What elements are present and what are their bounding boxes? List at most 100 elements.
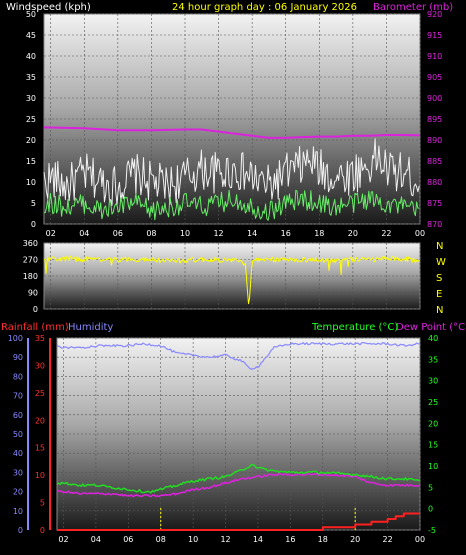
climate-x-tick-18: 18 [318,535,328,544]
barometer-y-tick-915: 915 [427,31,442,40]
climate-x-tick-00: 00 [415,535,425,544]
barometer-y-tick-910: 910 [427,52,442,61]
wind-x-tick-06: 06 [113,229,123,238]
compass-n-0: N [436,241,443,252]
wind-y-tick-5: 5 [31,199,36,208]
wind-panel-axes: 0 5 10 15 20 25 30 35 40 45 50 870 875 880 885 890 895 90… [26,10,442,238]
rainfall-axis-title: Rainfall (mm) [1,322,69,333]
temperature-y-tick-25: 25 [428,398,438,407]
wind-x-tick-12: 12 [213,229,223,238]
wind-y-tick-35: 35 [26,73,36,82]
dewpoint-line [56,472,421,498]
wind-x-tick-08: 08 [146,229,156,238]
climate-x-tick-04: 04 [91,535,101,544]
temperature-line [56,463,421,494]
humidity-line [56,342,420,370]
rain-y-tick-0: 0 [40,526,45,535]
climate-x-tick-08: 08 [156,535,166,544]
climate-x-tick-16: 16 [285,535,295,544]
rain-y-tick-20: 20 [35,416,45,425]
temperature-y-tick-0: 0 [428,505,433,514]
climate-x-tick-12: 12 [220,535,230,544]
direction-y-tick-0: 0 [33,305,38,314]
humidity-y-tick-40: 40 [13,449,23,458]
wind-y-tick-45: 45 [26,31,36,40]
climate-x-tick-22: 22 [382,535,392,544]
wind-y-tick-20: 20 [26,136,36,145]
compass-n-4: N [436,305,443,316]
wind-x-tick-02: 02 [46,229,56,238]
climate-x-tick-20: 20 [350,535,360,544]
wind-y-tick-10: 10 [26,178,36,187]
wind-panel: 0 5 10 15 20 25 30 35 40 45 50 870 875 880 885 890 895 90… [26,10,442,238]
wind-x-tick-20: 20 [348,229,358,238]
barometer-y-tick-870: 870 [427,220,442,229]
climate-x-tick-14: 14 [253,535,263,544]
direction-y-tick-90: 90 [28,289,38,298]
wind-direction-line [43,255,420,305]
compass-e-3: E [436,289,442,300]
rainfall-line [57,512,420,531]
humidity-y-tick-30: 30 [13,468,23,477]
temperature-y-tick-30: 30 [428,377,438,386]
humidity-y-tick-20: 20 [13,488,23,497]
wind-y-tick-30: 30 [26,94,36,103]
temperature-y-tick-40: 40 [428,334,438,343]
humidity-y-tick-60: 60 [13,411,23,420]
humidity-y-tick-50: 50 [13,430,23,439]
temperature-y-tick-15: 15 [428,441,438,450]
compass-w-1: W [436,257,446,268]
barometer-y-tick-905: 905 [427,73,442,82]
humidity-y-tick-100: 100 [8,334,23,343]
climate-panel-axes: 010203040506070809010005101520253035-505… [8,334,438,544]
wind-y-tick-25: 25 [26,115,36,124]
temperature-y-tick-35: 35 [428,355,438,364]
wind-x-tick-14: 14 [247,229,257,238]
wind-x-tick-00: 00 [415,229,425,238]
wind-y-tick-50: 50 [26,10,36,19]
barometer-y-tick-900: 900 [427,94,442,103]
barometer-axis-title: Barometer (mb) [373,2,453,13]
rain-y-tick-5: 5 [40,499,45,508]
wind-y-tick-40: 40 [26,52,36,61]
temperature-axis-title: Temperature (°C) [311,322,398,333]
climate-x-tick-06: 06 [123,535,133,544]
humidity-y-tick-10: 10 [13,507,23,516]
wind-gust-line [43,138,420,206]
humidity-y-tick-70: 70 [13,392,23,401]
direction-panel-axes: 0 90 180 270 360 [23,239,38,314]
barometer-y-tick-920: 920 [427,10,442,19]
climate-panel-series [56,342,421,531]
temperature-y-tick-20: 20 [428,419,438,428]
climate-panel: 010203040506070809010005101520253035-505… [8,334,438,544]
chart-title: 24 hour graph day : 06 January 2026 [172,2,357,13]
humidity-y-tick-80: 80 [13,372,23,381]
climate-x-tick-02: 02 [58,535,68,544]
wind-panel-series [43,126,421,221]
barometer-y-tick-895: 895 [427,115,442,124]
wind-x-tick-04: 04 [79,229,89,238]
rain-y-tick-10: 10 [35,471,45,480]
direction-y-tick-270: 270 [23,256,38,265]
wind-x-tick-16: 16 [281,229,291,238]
rain-y-tick-30: 30 [35,361,45,370]
wind-panel-grid [44,13,421,225]
barometer-line [43,126,421,139]
humidity-axis-title: Humidity [68,322,113,333]
wind-x-tick-18: 18 [314,229,324,238]
humidity-y-tick-0: 0 [18,526,23,535]
temperature-y-tick-5: 5 [428,483,433,492]
direction-y-tick-180: 180 [23,272,38,281]
compass-s-2: S [436,273,442,284]
barometer-y-tick-885: 885 [427,157,442,166]
wind-y-tick-15: 15 [26,157,36,166]
temperature-y-tick-10: 10 [428,462,438,471]
humidity-y-tick-90: 90 [13,353,23,362]
rain-y-tick-25: 25 [35,389,45,398]
temperature-y-tick--5: -5 [428,526,436,535]
dewpoint-axis-title: Dew Point (°C) [396,322,466,333]
direction-y-tick-360: 360 [23,239,38,248]
